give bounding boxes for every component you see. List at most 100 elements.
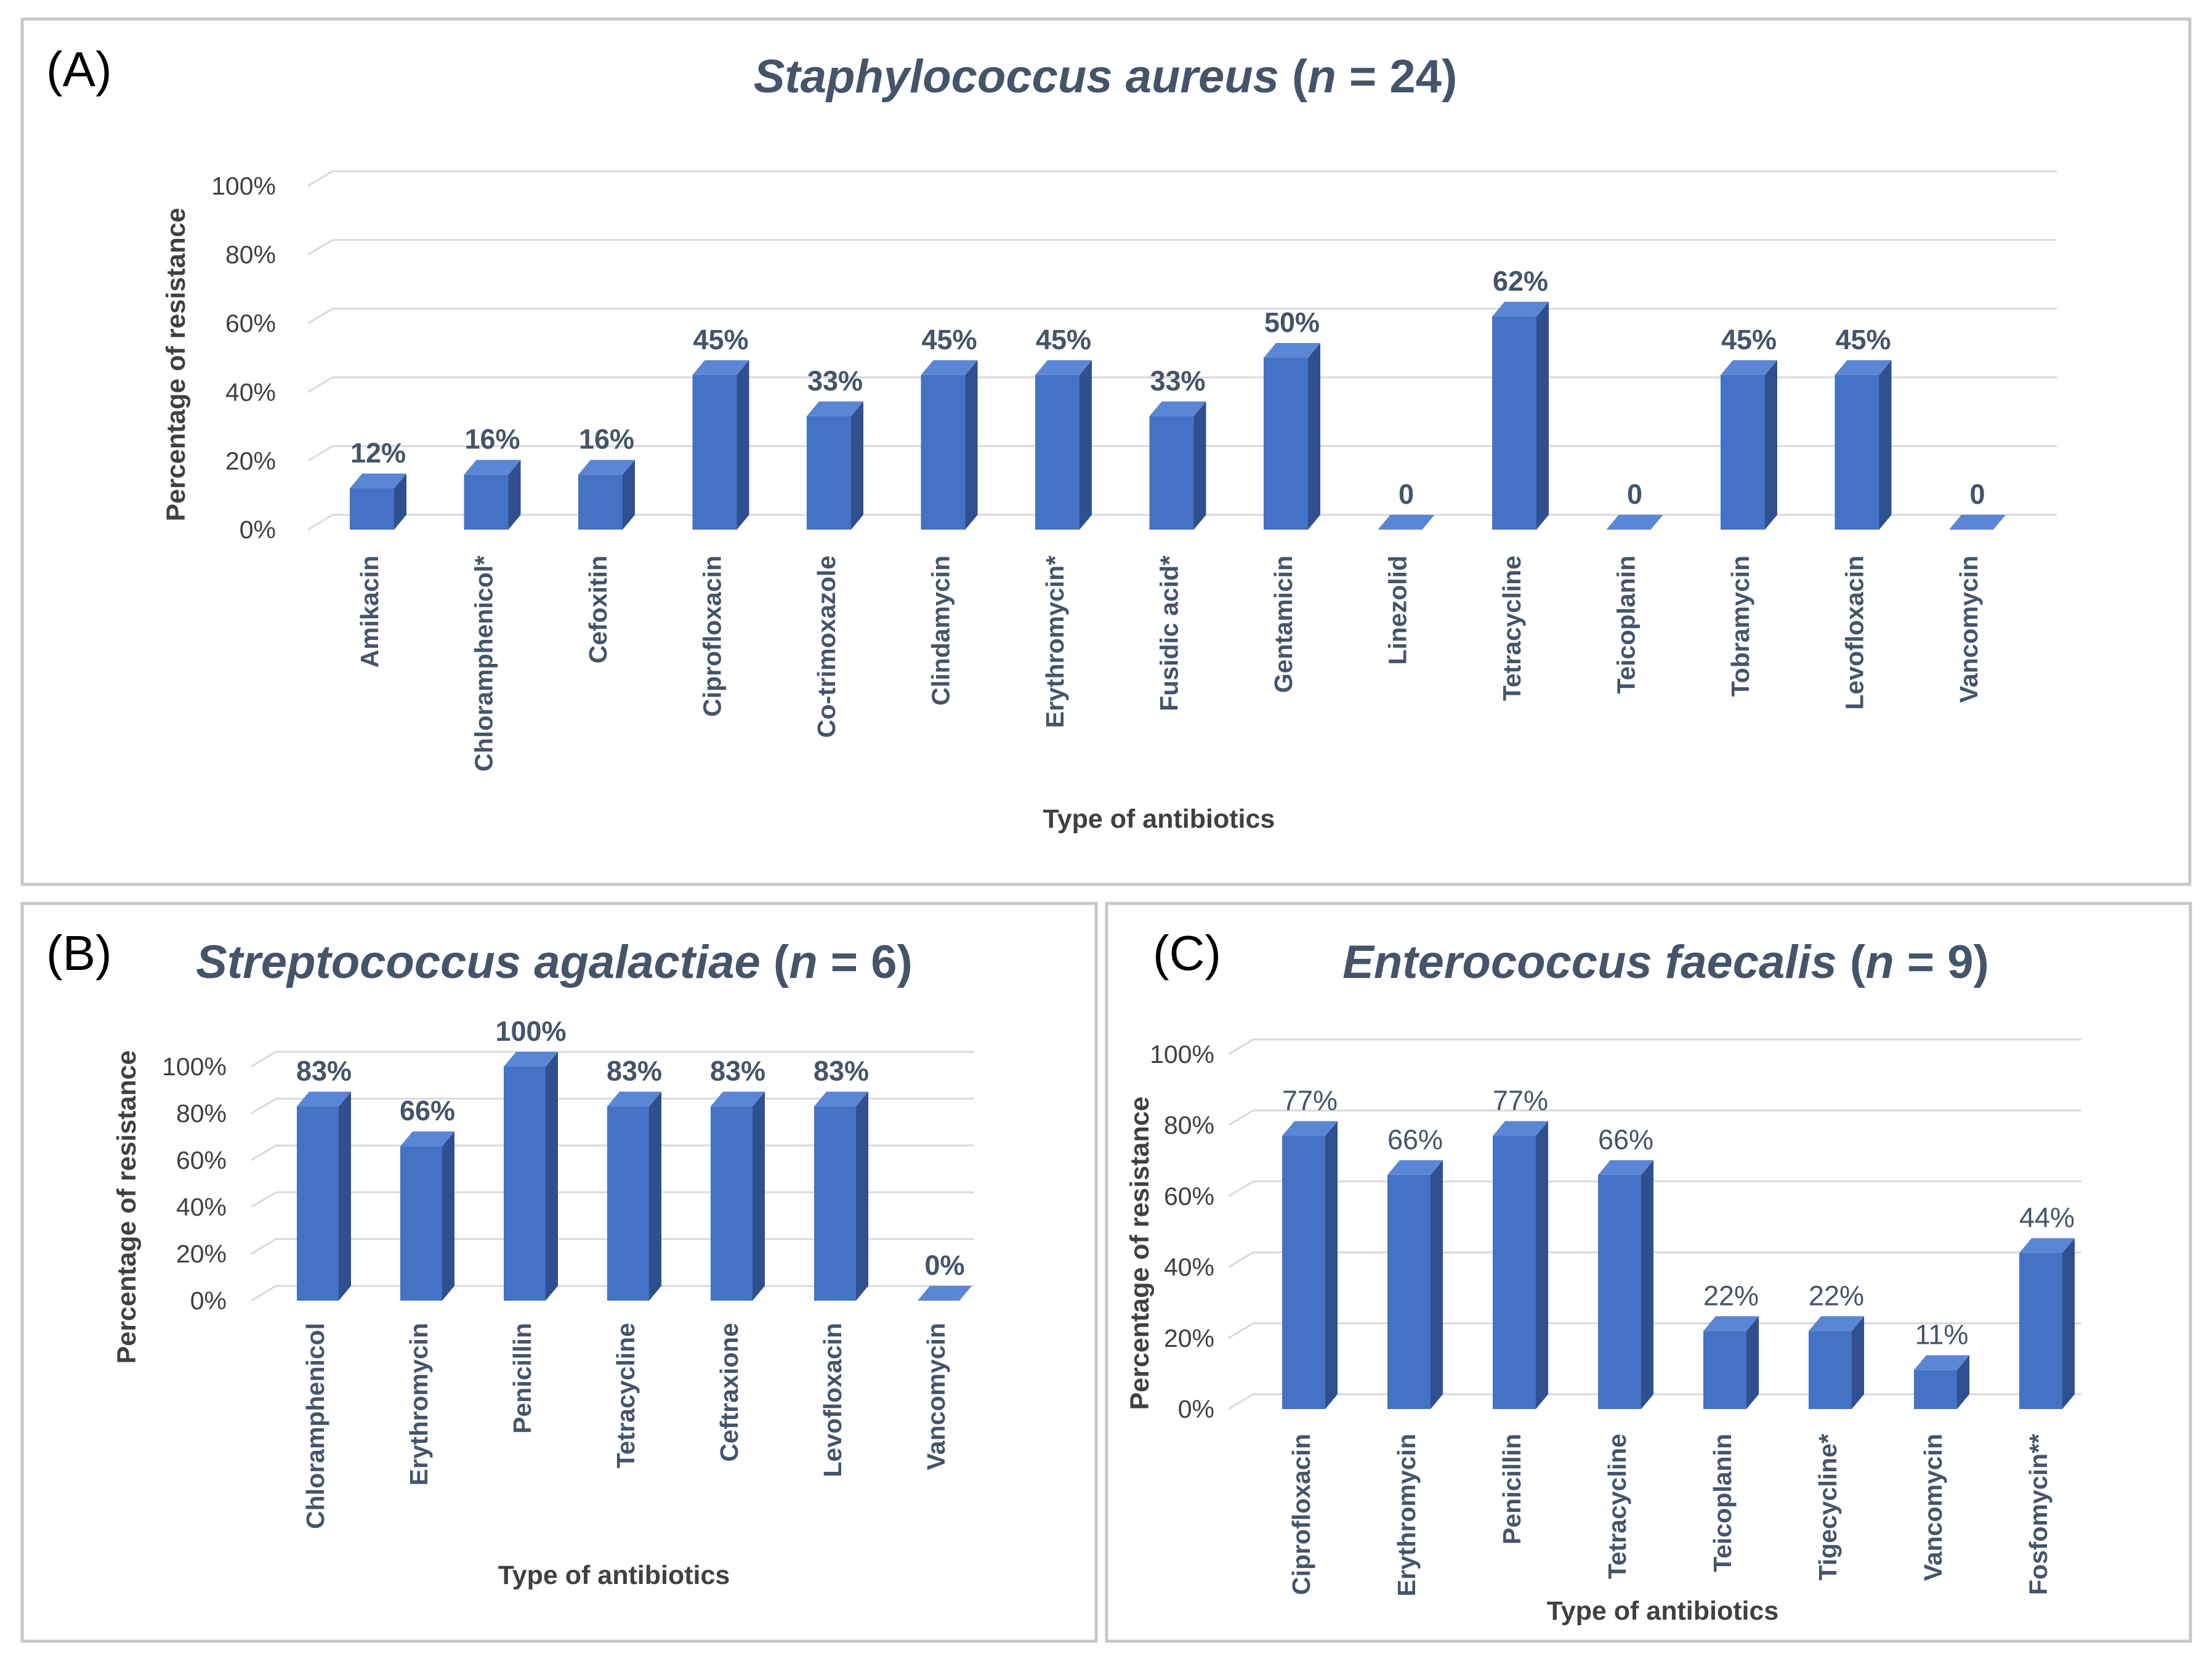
- panel-c-data-label: 22%: [1809, 1280, 1864, 1311]
- panel-a-y-tick-label: 100%: [211, 172, 276, 200]
- panel-c-bar-fosfomycin: [2019, 1238, 2075, 1409]
- panel-c-bar-erythromycin: [1387, 1160, 1443, 1409]
- panel-a-data-labels: 12% 16% 16% 45% 33% 45% 45% 33% 50% 0 62% 0 45% 45% 0: [350, 265, 1985, 510]
- panel-a-gridline: [307, 514, 2057, 531]
- panel-c-label: (C): [1153, 926, 1221, 980]
- panel-a-bar-side: [1879, 360, 1892, 530]
- panel-a-bar-front: [350, 488, 394, 530]
- panel-c-bar-top: [1282, 1121, 1338, 1136]
- panel-c-bar-top: [2019, 1238, 2075, 1253]
- panel-b-category-label: Tetracycline: [612, 1323, 640, 1468]
- panel-c-bar-front: [1282, 1136, 1325, 1409]
- panel-a-y-tick-label: 80%: [225, 241, 276, 269]
- panel-b-data-label: 83%: [813, 1056, 869, 1087]
- panel-b-bar-penicillin: [504, 1052, 558, 1301]
- panel-a-bar-top: [464, 459, 521, 475]
- panel-b-bars: [297, 1052, 972, 1301]
- panel-b-data-label: 83%: [710, 1056, 765, 1087]
- panel-b-y-axis-title: Percentage of resistance: [112, 1050, 142, 1363]
- panel-c-bar-side: [1746, 1316, 1759, 1409]
- panel-a-data-label: 16%: [579, 424, 634, 455]
- panel-b-bar-front: [607, 1106, 649, 1301]
- panel-b-data-label: 83%: [607, 1056, 662, 1087]
- panel-a-bar-front: [1835, 374, 1879, 530]
- panel-a-category-label: Teicoplanin: [1612, 555, 1641, 694]
- panel-c-bar-side: [1325, 1121, 1338, 1409]
- panel-b-bar-top: [607, 1091, 661, 1107]
- panel-b-bar-top: [814, 1091, 868, 1107]
- panel-a-bar-side: [1765, 360, 1777, 530]
- panel-c-category-label: Fosfomycin**: [2024, 1434, 2053, 1595]
- panel-c-category-label: Teicoplanin: [1708, 1434, 1737, 1572]
- panel-a-y-tick-label: 20%: [225, 446, 276, 475]
- panel-c-bar-top: [1598, 1160, 1653, 1175]
- panel-c-category-label: Ciprofloxacin: [1287, 1434, 1315, 1595]
- panel-b-bar-vancomycin: [918, 1286, 972, 1301]
- panel-b-bar-side: [649, 1091, 661, 1301]
- panel-a-bar-front: [1035, 374, 1080, 530]
- panel-b-data-label: 100%: [495, 1016, 566, 1047]
- panel-a-bar-top: [692, 360, 749, 375]
- panel-a-category-label: Amikacin: [355, 555, 384, 668]
- panel-c-bar-top: [1387, 1160, 1443, 1175]
- panel-a-category-label: Vancomycin: [1955, 555, 1983, 703]
- panel-c-category-label: Penicillin: [1498, 1434, 1526, 1545]
- panel-a-bar-fusidic-acid: [1149, 401, 1206, 530]
- panel-a-bar-tetracycline: [1492, 302, 1549, 530]
- panel-b-data-label: 0%: [924, 1250, 964, 1281]
- panel-a-bar-side: [1193, 401, 1206, 530]
- panel-c-data-label: 77%: [1493, 1084, 1548, 1116]
- panel-a-bar-top: [1264, 343, 1320, 358]
- panel-c-bar-front: [1493, 1136, 1536, 1409]
- panel-b-title-paren: (: [761, 936, 789, 988]
- panel-a-data-label: 45%: [1835, 324, 1891, 355]
- panel-a-bar-top: [1378, 515, 1435, 530]
- panel-c-data-label: 77%: [1282, 1084, 1338, 1116]
- panel-c-bar-penicillin: [1493, 1121, 1548, 1409]
- panel-a-bar-top: [350, 474, 406, 489]
- panel-a-bar-top: [1721, 360, 1777, 375]
- panel-c-title: Enterococcus faecalis (n = 9): [1342, 936, 1989, 988]
- panel-b-bar-front: [814, 1106, 856, 1301]
- panel-b-category-label: Chloramphenicol: [301, 1323, 329, 1529]
- panel-c-bar-top: [1914, 1355, 1969, 1370]
- panel-c-bar-tigecycline: [1809, 1316, 1864, 1409]
- panel-a-data-label: 12%: [350, 437, 406, 469]
- panel-a-x-axis-title: Type of antibiotics: [1043, 804, 1275, 834]
- panel-c-gridline: [1228, 1251, 2081, 1268]
- panel-a-data-label: 0: [1627, 479, 1642, 510]
- panel-c-title-n: n: [1865, 936, 1894, 988]
- panel-c-bar-front: [1387, 1174, 1431, 1409]
- panel-a-bar-tobramycin: [1721, 360, 1777, 530]
- panel-c-y-tick-label: 60%: [1164, 1182, 1214, 1210]
- panel-a-category-label: Cefoxitin: [584, 555, 612, 663]
- panel-c-category-label: Tigecycline*: [1814, 1434, 1842, 1581]
- panel-b-y-tick-label: 40%: [176, 1193, 227, 1221]
- panel-c-data-label: 44%: [2019, 1202, 2075, 1234]
- panel-a-bar-top: [807, 401, 863, 416]
- panel-a-bar-side: [508, 459, 521, 530]
- panel-c-gridline: [1228, 1109, 2081, 1126]
- panel-c-gridline: [1228, 1038, 2081, 1056]
- panel-a-gridline: [307, 170, 2057, 187]
- panel-a-bar-front: [807, 416, 851, 530]
- panel-c-title-paren: (: [1837, 936, 1866, 988]
- panel-c-bar-ciprofloxacin: [1282, 1121, 1338, 1409]
- panel-a-bar-front: [1721, 374, 1765, 530]
- panel-a-data-label: 45%: [693, 324, 748, 355]
- panel-a-bar-top: [1035, 360, 1092, 375]
- panel-c-bar-top: [1493, 1121, 1548, 1136]
- panel-c-bar-top: [1809, 1316, 1864, 1331]
- panel-b-category-labels: Chloramphenicol Erythromycin Penicillin Tet…: [301, 1323, 950, 1529]
- panel-c-bar-side: [1957, 1355, 1969, 1409]
- panel-b-bar-front: [504, 1067, 546, 1301]
- panel-a-category-label: Co-trimoxazole: [812, 555, 841, 738]
- panel-a-category-label: Tobramycin: [1726, 555, 1754, 697]
- panel-a-category-labels: Amikacin Chloramphenicol* Cefoxitin Ciprofl…: [355, 555, 1983, 772]
- panel-b-bar-side: [856, 1091, 868, 1301]
- panel-a-bar-front: [921, 374, 966, 530]
- panel-a-y-tick-label: 40%: [225, 378, 276, 406]
- panel-b-y-tick-label: 80%: [176, 1099, 227, 1128]
- panel-a-data-label: 33%: [1150, 365, 1205, 397]
